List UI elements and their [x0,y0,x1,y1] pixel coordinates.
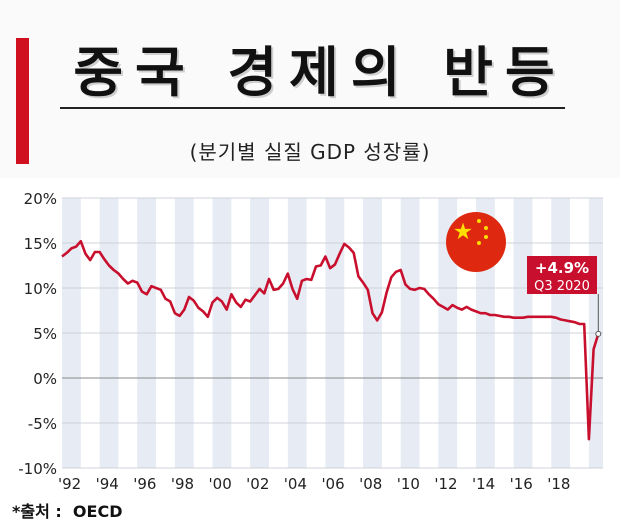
x-tick-label: '02 [246,475,269,493]
y-tick-label: -10% [18,460,57,478]
x-tick-label: '12 [434,475,457,493]
y-tick-label: 20% [24,190,57,208]
chart-svg: 20%15%10%5%0%-5%-10% '92'94'96'98'00'02 '… [18,190,603,493]
latest-value-callout: +4.9% Q3 2020 [527,256,602,337]
callout-period: Q3 2020 [534,279,590,294]
x-tick-label: '10 [397,475,420,493]
x-axis-labels: '92 '94 '96 '98 '00 '02 '04 '06 '08 '10 '12 '14 '16 '… [58,475,570,493]
y-tick-label: 10% [24,280,57,298]
x-tick-label: '04 [284,475,307,493]
x-tick-label: '98 [171,475,194,493]
page-title: 중국 경제의 반등 [73,41,567,104]
x-tick-label: '18 [547,475,570,493]
x-tick-label: '16 [510,475,533,493]
x-tick-label: '14 [472,475,495,493]
y-tick-label: -5% [28,415,57,433]
x-tick-label: '08 [359,475,382,493]
x-tick-label: '96 [133,475,156,493]
x-tick-label: '00 [209,475,232,493]
y-tick-label: 0% [33,370,57,388]
callout-value: +4.9% [535,259,589,277]
y-axis-labels: 20% 15% 10% 5% 0% -5% -10% [18,190,57,478]
china-flag-icon [446,212,506,272]
chart-subtitle: (분기별 실질 GDP 성장률) [189,140,431,164]
header-panel [0,0,620,178]
y-tick-label: 5% [33,325,57,343]
year-bands [62,198,603,468]
gdp-series-line [61,239,600,441]
x-tick-label: '94 [96,475,119,493]
y-tick-label: 15% [24,235,57,253]
title-underline [60,107,565,109]
flag-big-star-icon [454,222,472,240]
gridlines [62,197,603,469]
x-tick-label: '06 [321,475,344,493]
accent-bar [16,38,29,164]
source-note: *출처 : OECD [12,502,123,521]
x-tick-label: '92 [58,475,81,493]
gdp-chart: 20% 15% 10% 5% 0% -5% -10% '92'94'96'98'00'02 '… [0,178,620,498]
